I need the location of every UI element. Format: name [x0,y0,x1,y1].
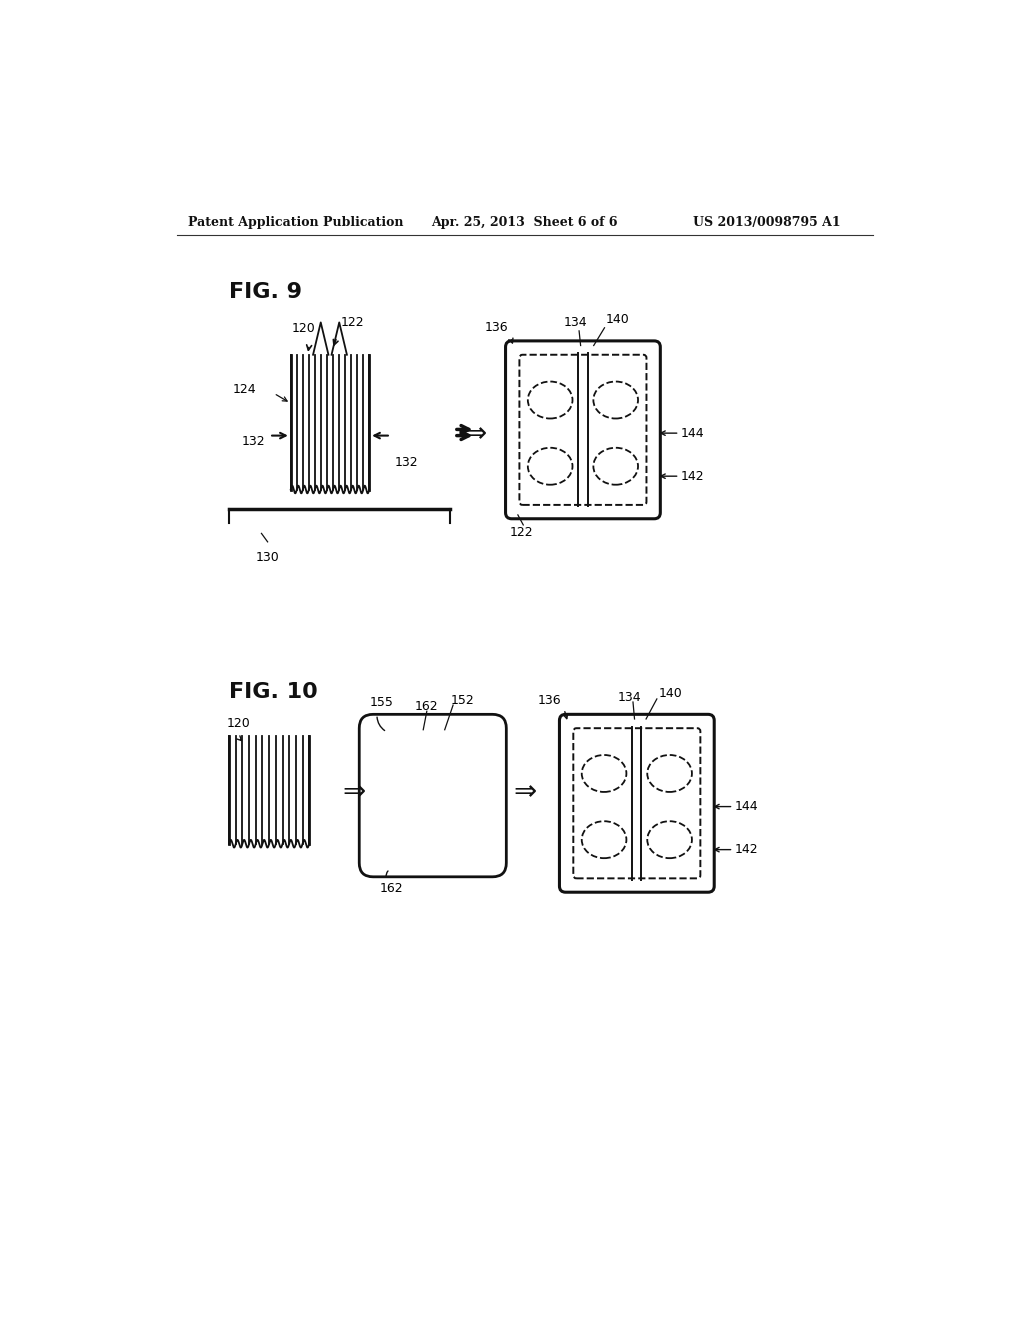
Text: 134: 134 [563,317,587,330]
Text: 140: 140 [658,688,682,701]
Text: 120: 120 [226,717,251,730]
Text: $\Rightarrow$: $\Rightarrow$ [337,776,367,804]
Text: 155: 155 [370,696,393,709]
Text: US 2013/0098795 A1: US 2013/0098795 A1 [692,216,841,230]
Text: 136: 136 [484,321,508,334]
Text: 122: 122 [510,527,534,540]
FancyBboxPatch shape [359,714,506,876]
Text: 162: 162 [415,700,438,713]
Text: 142: 142 [735,843,759,857]
Text: 144: 144 [735,800,759,813]
Text: 122: 122 [341,317,365,330]
Text: 130: 130 [256,552,280,564]
Text: 142: 142 [681,470,705,483]
Text: Patent Application Publication: Patent Application Publication [188,216,403,230]
Text: 152: 152 [451,693,474,706]
FancyBboxPatch shape [506,341,660,519]
Text: 132: 132 [242,436,265,449]
Text: $\Rightarrow$: $\Rightarrow$ [458,418,487,446]
Text: FIG. 10: FIG. 10 [229,682,317,702]
Text: 124: 124 [232,383,256,396]
Text: Apr. 25, 2013  Sheet 6 of 6: Apr. 25, 2013 Sheet 6 of 6 [431,216,617,230]
Text: 132: 132 [394,455,418,469]
FancyBboxPatch shape [559,714,714,892]
Text: 136: 136 [539,693,562,706]
Text: $\Rightarrow$: $\Rightarrow$ [508,776,538,804]
Text: 140: 140 [606,313,630,326]
Text: 144: 144 [681,426,705,440]
Text: 120: 120 [292,322,315,335]
Text: FIG. 9: FIG. 9 [229,281,302,301]
Text: 134: 134 [617,690,641,704]
Text: 162: 162 [379,882,402,895]
